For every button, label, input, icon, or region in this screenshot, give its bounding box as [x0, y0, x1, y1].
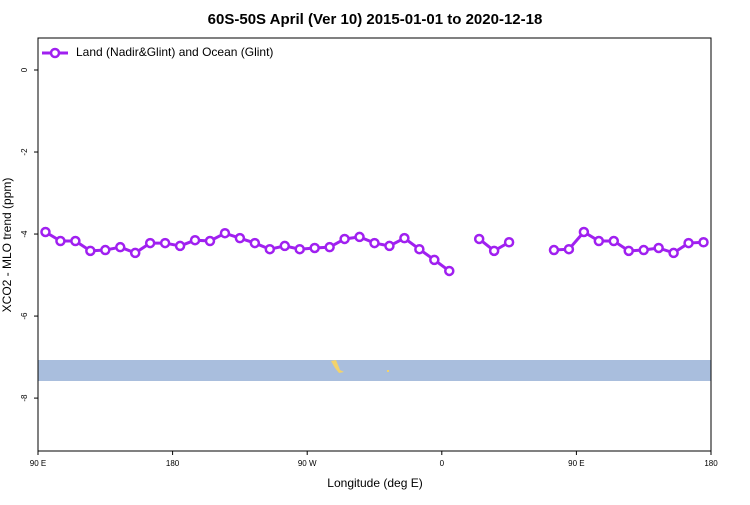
data-point: [548, 244, 560, 256]
data-point: [414, 243, 425, 255]
data-point: [563, 243, 575, 255]
data-point: [653, 242, 664, 254]
map-strip: [38, 360, 711, 381]
data-point: [593, 235, 605, 247]
x-tick-label: 180: [166, 459, 180, 468]
y-axis-label: XCO2 - MLO trend (ppm): [0, 178, 14, 313]
data-point: [100, 244, 111, 256]
x-tick-label: 180: [704, 459, 718, 468]
data-point: [668, 247, 679, 259]
data-point: [294, 243, 305, 255]
data-point: [264, 243, 276, 255]
data-point: [189, 234, 201, 246]
legend-label: Land (Nadir&Glint) and Ocean (Glint): [76, 45, 273, 59]
data-point: [608, 235, 620, 247]
data-point: [279, 240, 291, 252]
data-point: [369, 237, 380, 249]
data-point: [40, 226, 51, 238]
data-point: [174, 240, 186, 252]
data-point: [70, 235, 81, 247]
data-point: [85, 245, 96, 257]
data-point: [354, 231, 365, 243]
data-point: [638, 244, 649, 256]
data-point: [384, 240, 395, 252]
land-shape: [331, 360, 344, 373]
data-point: [55, 235, 66, 247]
data-point: [578, 226, 590, 238]
data-point: [429, 254, 440, 266]
legend-marker: [49, 47, 61, 59]
data-point: [324, 241, 335, 253]
plot-frame: [37, 37, 712, 452]
y-tick-label: -2: [20, 148, 29, 156]
x-tick-label: 90 W: [298, 459, 317, 468]
y-tick-label: -8: [20, 394, 29, 402]
series-line: [44, 230, 451, 273]
data-point: [339, 233, 350, 245]
chart-title: 60S-50S April (Ver 10) 2015-01-01 to 202…: [208, 11, 543, 28]
data-point: [309, 242, 320, 254]
data-point: [204, 235, 216, 247]
data-point: [129, 247, 141, 259]
data-point: [683, 237, 694, 249]
y-tick-label: -6: [20, 312, 29, 320]
data-point: [444, 265, 455, 277]
data-point: [488, 245, 500, 257]
data-point: [234, 232, 246, 244]
data-point: [698, 236, 709, 248]
x-tick-label: 0: [440, 459, 445, 468]
data-point: [249, 237, 261, 249]
data-point: [219, 227, 231, 239]
data-point: [623, 245, 634, 257]
data-point: [159, 237, 171, 249]
data-point: [473, 233, 485, 245]
data-point: [144, 237, 156, 249]
land-shape: [387, 370, 389, 372]
x-tick-label: 90 E: [30, 459, 46, 468]
x-axis-label: Longitude (deg E): [327, 476, 422, 490]
data-point: [115, 241, 126, 253]
y-tick-label: -4: [20, 230, 29, 238]
y-tick-label: 0: [20, 67, 29, 72]
data-point: [503, 236, 515, 248]
x-tick-label: 90 E: [568, 459, 584, 468]
data-point: [399, 232, 410, 244]
